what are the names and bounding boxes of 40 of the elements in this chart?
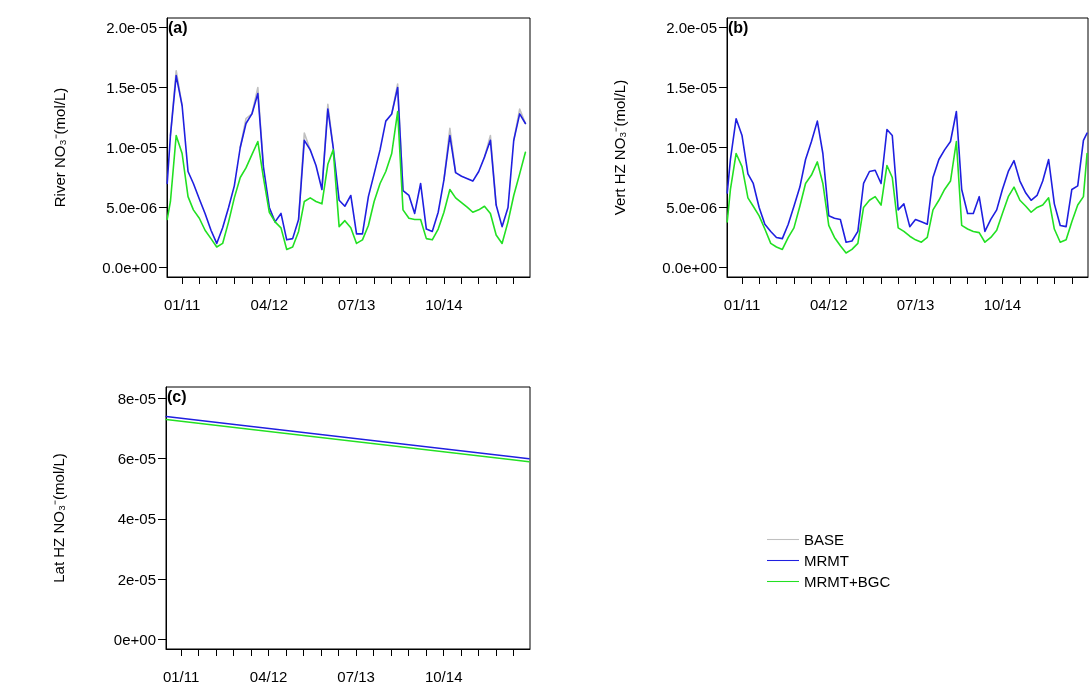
y-tick-label: 4e-05 — [117, 510, 156, 528]
line-series — [166, 74, 527, 245]
x-tick-label: 01/11 — [162, 668, 200, 685]
y-axis-title: River NO₃⁻(mol/L) — [51, 87, 68, 208]
legend-label: MRMT+BGC — [804, 573, 891, 590]
y-tick-label: 1.5e-05 — [666, 79, 717, 97]
y-tick-label: 5.0e-06 — [666, 198, 717, 216]
y-tick-label: 2.0e-05 — [666, 19, 717, 37]
chart-title: (c) — [167, 387, 187, 405]
x-tick-label: 10/14 — [983, 296, 1022, 313]
y-tick-label: 2.0e-05 — [106, 19, 157, 37]
x-tick-label: 10/14 — [424, 668, 463, 685]
legend-label: MRMT — [804, 552, 849, 569]
y-tick-label: 0e+00 — [113, 630, 156, 648]
legend-label: BASE — [804, 531, 845, 548]
y-tick-label: 2e-05 — [117, 570, 156, 588]
x-tick-label: 10/14 — [425, 296, 463, 313]
y-axis-title: Vert HZ NO₃⁻(mol/L) — [611, 79, 628, 216]
chart-title: (b) — [728, 18, 749, 36]
y-tick-label: 1.0e-05 — [106, 139, 157, 156]
line-series — [166, 110, 527, 251]
x-tick-label: 01/11 — [723, 296, 761, 313]
chart-title: (a) — [168, 18, 188, 36]
x-tick-label: 04/12 — [250, 296, 289, 313]
y-tick-label: 6e-05 — [117, 450, 156, 468]
x-tick-label: 01/11 — [163, 296, 201, 313]
x-tick-label: 04/12 — [809, 296, 848, 313]
y-tick-label: 1.5e-05 — [106, 79, 157, 97]
y-tick-label: 8e-05 — [117, 389, 156, 407]
line-series — [726, 110, 1088, 244]
y-tick-label: 0.0e+00 — [102, 258, 157, 276]
x-tick-label: 07/13 — [337, 296, 376, 313]
y-tick-label: 0.0e+00 — [662, 258, 717, 276]
x-tick-label: 07/13 — [337, 668, 375, 685]
y-tick-label: 5.0e-06 — [106, 198, 157, 216]
y-tick-label: 1.0e-05 — [666, 139, 717, 156]
x-tick-label: 04/12 — [249, 668, 288, 685]
y-axis-title: Lat HZ NO₃⁻(mol/L) — [50, 453, 67, 583]
x-tick-label: 07/13 — [896, 296, 935, 313]
line-series — [726, 140, 1088, 254]
